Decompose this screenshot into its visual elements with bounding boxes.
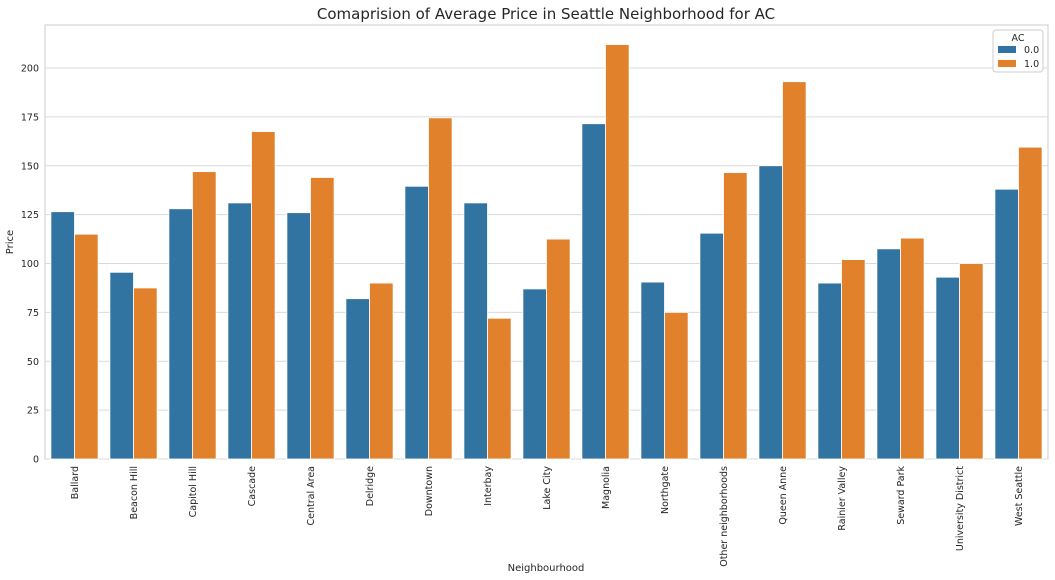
x-tick-label: Other neighborhoods — [719, 466, 730, 567]
x-tick-label: Ballard — [70, 466, 81, 499]
y-tick-label: 100 — [21, 259, 39, 270]
bar-ballard-1 — [74, 233, 99, 460]
y-tick-label: 75 — [27, 308, 39, 319]
bar-beacon-hill-0 — [109, 271, 134, 460]
bar-interbay-1 — [487, 317, 512, 460]
bar-rainier-valley-1 — [841, 259, 866, 460]
legend: AC 0.0 1.0 — [992, 29, 1044, 73]
bar-magnolia-1 — [605, 44, 630, 460]
x-tick-label: Magnolia — [601, 466, 612, 509]
legend-title: AC — [1012, 33, 1025, 44]
bar-seward-park-0 — [876, 248, 901, 460]
bar-cascade-0 — [227, 202, 252, 460]
bar-interbay-0 — [463, 202, 488, 460]
bar-ballard-0 — [50, 211, 75, 460]
x-tick-label: Rainier Valley — [837, 466, 848, 531]
x-tick-label: West Seattle — [1014, 466, 1025, 526]
legend-swatch-1 — [998, 60, 1016, 67]
bar-delridge-0 — [345, 298, 370, 460]
bar-delridge-1 — [369, 282, 394, 460]
bar-capitol-hill-0 — [168, 208, 193, 460]
y-tick-label: 25 — [27, 406, 39, 417]
x-tick-label: Seward Park — [896, 466, 907, 525]
bar-magnolia-0 — [581, 123, 606, 460]
chart-title: Comaprision of Average Price in Seattle … — [317, 5, 775, 23]
bar-west-seattle-1 — [1018, 146, 1043, 460]
bar-seward-park-1 — [900, 237, 925, 460]
x-tick-label: Downtown — [424, 466, 435, 516]
x-tick-label: Queen Anne — [778, 466, 789, 525]
y-tick-label: 150 — [21, 161, 39, 172]
bar-other-neighborhoods-0 — [699, 232, 724, 460]
y-axis-ticks: 0 25 50 75 100 125 150 175 200 — [21, 64, 39, 466]
bar-central-area-0 — [286, 212, 311, 460]
bar-capitol-hill-1 — [192, 171, 217, 460]
bar-downtown-1 — [428, 117, 453, 460]
bar-downtown-0 — [404, 185, 429, 460]
x-tick-label: Beacon Hill — [129, 466, 140, 519]
legend-swatch-0 — [998, 46, 1016, 53]
x-axis-label: Neighbourhood — [508, 563, 585, 574]
x-tick-label: University District — [955, 466, 966, 551]
bar-university-district-0 — [935, 276, 960, 460]
bar-queen-anne-0 — [758, 165, 783, 460]
bar-university-district-1 — [959, 263, 984, 460]
y-tick-label: 125 — [21, 210, 39, 221]
legend-label-1: 1.0 — [1024, 59, 1039, 70]
bar-rainier-valley-0 — [817, 282, 842, 460]
x-tick-label: Lake City — [542, 466, 553, 510]
x-tick-label: Interbay — [483, 466, 494, 506]
bar-other-neighborhoods-1 — [723, 172, 748, 460]
bar-northgate-1 — [664, 311, 689, 460]
bar-beacon-hill-1 — [133, 287, 158, 460]
bar-cascade-1 — [251, 131, 276, 460]
y-tick-label: 200 — [21, 64, 39, 75]
bar-west-seattle-0 — [994, 188, 1019, 460]
x-axis-ticks: Ballard Beacon Hill Capitol Hill Cascade Cen… — [70, 466, 1025, 567]
x-tick-label: Capitol Hill — [188, 466, 199, 517]
x-tick-label: Delridge — [365, 466, 376, 506]
y-tick-label: 0 — [33, 455, 39, 466]
bar-lake-city-0 — [522, 288, 547, 460]
x-tick-label: Central Area — [306, 466, 317, 525]
x-tick-label: Cascade — [247, 466, 258, 506]
y-tick-label: 50 — [27, 357, 39, 368]
bar-queen-anne-1 — [782, 81, 807, 460]
x-tick-label: Northgate — [660, 466, 671, 514]
bar-northgate-0 — [640, 281, 665, 460]
y-axis-label: Price — [5, 230, 16, 254]
bar-central-area-1 — [310, 177, 335, 460]
bar-lake-city-1 — [546, 238, 571, 460]
bars — [50, 44, 1043, 460]
legend-label-0: 0.0 — [1024, 45, 1039, 56]
y-tick-label: 175 — [21, 112, 39, 123]
